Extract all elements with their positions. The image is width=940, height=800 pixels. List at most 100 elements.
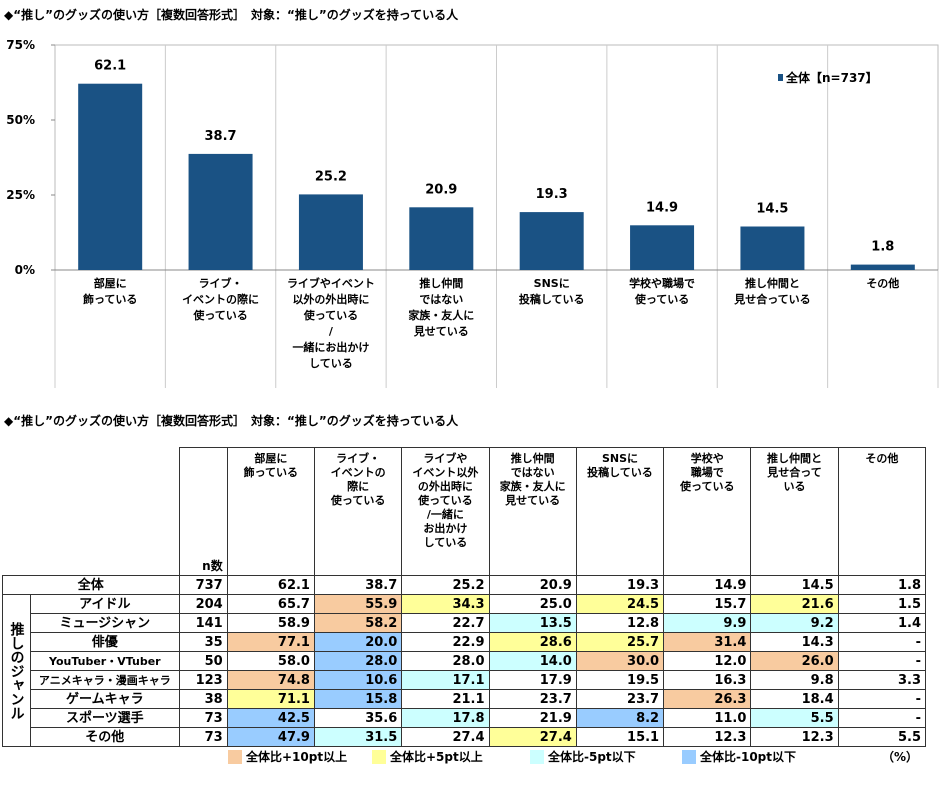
- y-tick-label: 75%: [6, 38, 35, 52]
- bar: [519, 212, 584, 270]
- bar: [188, 153, 253, 270]
- n-cell: 73: [178, 708, 228, 728]
- table-row-total: 全体 737 62.1 38.7 25.2 20.9 19.3 14.9 14.5 1.8: [2, 575, 927, 595]
- value-cell: 22.9: [401, 632, 490, 652]
- n-cell: 204: [178, 594, 228, 614]
- column-header: 部屋に 飾っている: [226, 447, 315, 576]
- value-cell: 20.0: [313, 632, 403, 652]
- data-label: 14.5: [756, 202, 788, 217]
- value-cell: 21.6: [750, 594, 839, 614]
- n-cell: 123: [178, 670, 228, 690]
- swatch-plus5: [372, 750, 386, 764]
- x-tick-label: 学校や職場で 使っている: [629, 277, 696, 306]
- value-cell: 58.2: [313, 613, 403, 633]
- chart-title: ◆“推し”のグッズの使い方［複数回答形式］ 対象：“推し”のグッズを持っている人: [4, 8, 459, 22]
- column-header: 推し仲間と 見せ合って いる: [750, 447, 839, 576]
- value-cell: 55.9: [313, 594, 403, 614]
- value-cell: 34.3: [401, 594, 490, 614]
- value-cell: 20.9: [488, 575, 577, 595]
- table-row: 俳優 35 77.1 20.0 22.9 28.6 25.7 31.4 14.3-: [3, 632, 927, 652]
- value-cell: 14.3: [750, 632, 839, 652]
- value-cell: -: [837, 708, 927, 728]
- swatch-minus10: [682, 750, 696, 764]
- value-cell: 12.8: [575, 613, 665, 633]
- row-label: 俳優: [30, 632, 180, 652]
- y-tick-label: 50%: [6, 113, 35, 127]
- value-cell: 5.5: [837, 727, 927, 747]
- legend-minus5: 全体比-5pt以下: [530, 749, 636, 765]
- value-cell: 13.5: [488, 613, 577, 633]
- n-cell: 73: [178, 727, 228, 747]
- value-cell: 47.9: [226, 727, 315, 747]
- value-cell: 25.7: [575, 632, 665, 652]
- x-tick-label: ライブ・ イベントの際に 使っている: [182, 277, 260, 322]
- value-cell: 12.3: [663, 727, 752, 747]
- value-cell: 26.0: [750, 651, 839, 671]
- value-cell: 9.2: [750, 613, 839, 633]
- legend-plus5: 全体比+5pt以上: [372, 749, 483, 765]
- value-cell: 17.8: [401, 708, 490, 728]
- n-cell: 141: [178, 613, 228, 633]
- value-cell: -: [837, 632, 927, 652]
- value-cell: 12.0: [663, 651, 752, 671]
- value-cell: 5.5: [750, 708, 839, 728]
- row-label: ゲームキャラ: [30, 689, 180, 709]
- column-header: ライブ・ イベントの 際に 使っている: [313, 447, 403, 576]
- legend-label: 全体比+10pt以上: [246, 750, 348, 764]
- value-cell: 21.9: [488, 708, 577, 728]
- value-cell: 15.1: [575, 727, 665, 747]
- value-cell: 10.6: [313, 670, 403, 690]
- value-cell: 23.7: [575, 689, 665, 709]
- data-label: 19.3: [536, 187, 568, 202]
- value-cell: 21.1: [401, 689, 490, 709]
- legend-plus10: 全体比+10pt以上: [228, 749, 347, 765]
- bar-chart: 0% 25% 50% 75% 62.1 38.7 25.2 20.9 19.3 14.9 14.5 1…: [6, 38, 939, 388]
- row-label: ミュージシャン: [30, 613, 180, 633]
- y-tick-label: 25%: [6, 188, 35, 202]
- bar: [850, 264, 915, 270]
- x-tick-label: ライブやイベント 以外の外出時に 使っている / 一緒にお出かけ している: [286, 277, 375, 370]
- value-cell: 42.5: [226, 708, 315, 728]
- table-row: ゲームキャラ 38 71.1 15.8 21.1 23.7 23.7 26.3 18.4-: [3, 689, 927, 709]
- table-row: ミュージシャン 141 58.9 58.2 22.7 13.5 12.8 9.9 9.2 1.4: [3, 613, 927, 633]
- data-label: 38.7: [205, 129, 237, 144]
- value-cell: 65.7: [226, 594, 315, 614]
- table-row: スポーツ選手 73 42.5 35.6 17.8 21.9 8.2 11.0 5.5-: [3, 708, 927, 728]
- column-header: SNSに 投稿している: [575, 447, 665, 576]
- value-cell: 24.5: [575, 594, 665, 614]
- unit-label: （%）: [882, 750, 919, 764]
- row-label: アイドル: [30, 594, 180, 614]
- x-tick-label: 推し仲間 ではない 家族・友人に 見せている: [408, 277, 475, 338]
- value-cell: 71.1: [226, 689, 315, 709]
- x-tick-label: 推し仲間と 見せ合っている: [734, 277, 811, 306]
- row-label: YouTuber・VTuber: [30, 651, 180, 671]
- n-header: n数: [178, 447, 228, 576]
- value-cell: 26.3: [663, 689, 752, 709]
- value-cell: 74.8: [226, 670, 315, 690]
- swatch-plus10: [228, 750, 242, 764]
- legend-minus10: 全体比-10pt以下: [682, 749, 796, 765]
- value-cell: 14.5: [750, 575, 839, 595]
- value-cell: 11.0: [663, 708, 752, 728]
- legend-label: 全体比+5pt以上: [390, 750, 483, 764]
- row-label: 全体: [2, 575, 180, 595]
- row-label: その他: [30, 727, 180, 747]
- x-tick-label: 部屋に 飾っている: [82, 277, 138, 306]
- n-cell: 737: [178, 575, 228, 595]
- value-cell: 8.2: [575, 708, 665, 728]
- value-cell: 38.7: [313, 575, 403, 595]
- value-cell: 9.8: [750, 670, 839, 690]
- value-cell: -: [837, 651, 927, 671]
- bar: [630, 225, 695, 270]
- legend-swatch: [778, 74, 783, 81]
- value-cell: 58.9: [226, 613, 315, 633]
- column-header: ライブや イベント以外 の外出時に 使っている /一緒に お出かけ している: [401, 447, 490, 576]
- value-cell: 28.0: [313, 651, 403, 671]
- row-label: アニメキャラ・漫画キャラ: [30, 670, 180, 690]
- data-label: 14.9: [646, 200, 678, 215]
- n-cell: 35: [178, 632, 228, 652]
- value-cell: 1.4: [837, 613, 927, 633]
- table-section: n数 部屋に 飾っている ライブ・ イベントの 際に 使っている ライブや イベント以…: [1, 447, 938, 769]
- x-tick-label: その他: [866, 277, 900, 290]
